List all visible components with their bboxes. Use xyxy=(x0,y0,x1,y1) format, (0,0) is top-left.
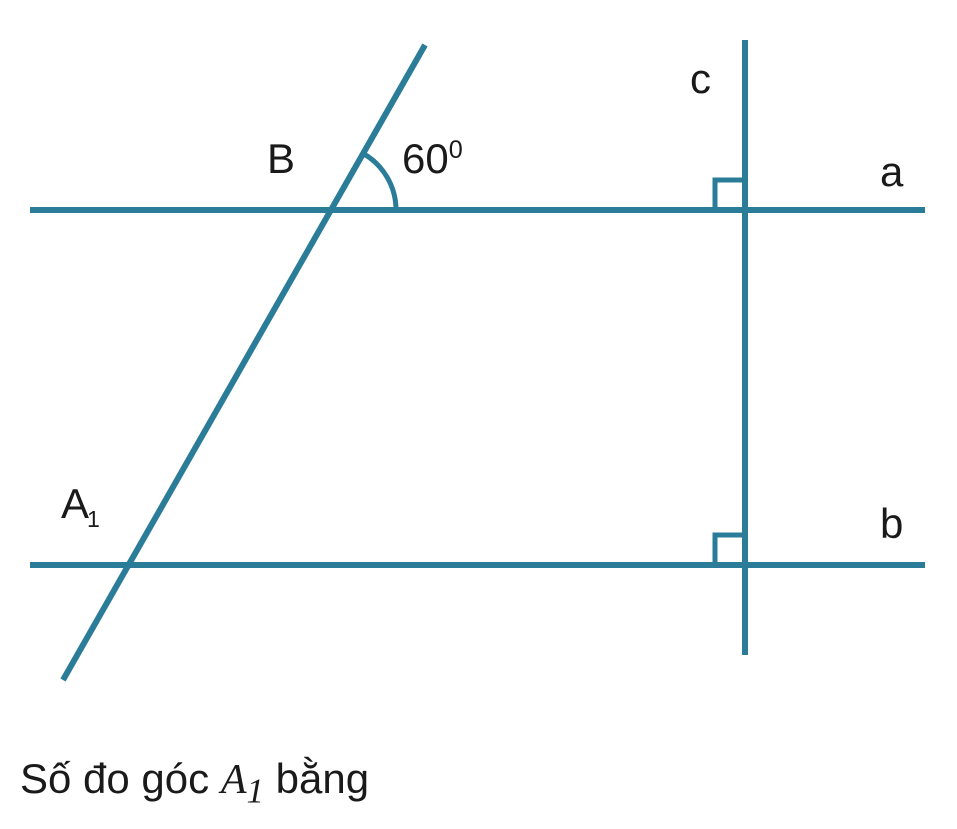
right-angle-bottom xyxy=(715,535,745,565)
label-60: 600 xyxy=(402,135,463,183)
label-60-sup: 0 xyxy=(449,136,463,164)
label-c: c xyxy=(690,55,711,103)
line-transversal xyxy=(63,45,425,680)
label-60-text: 60 xyxy=(402,135,449,182)
geometry-diagram xyxy=(0,0,957,700)
caption-sub: 1 xyxy=(246,771,264,810)
angle-arc-60 xyxy=(364,154,397,210)
label-a: a xyxy=(880,148,903,196)
label-A1-text: A xyxy=(61,480,89,527)
label-B: B xyxy=(267,135,295,183)
right-angle-top xyxy=(715,180,745,210)
label-c-text: c xyxy=(690,55,711,102)
caption-suffix: bằng xyxy=(264,755,369,802)
caption-prefix: Số đo góc xyxy=(20,755,221,802)
question-caption: Số đo góc A1 bằng xyxy=(20,755,369,811)
label-b: b xyxy=(880,500,903,548)
label-A1-sub: 1 xyxy=(87,506,100,532)
label-B-text: B xyxy=(267,135,295,182)
label-A1: A1 xyxy=(61,480,100,533)
figure-container: B 600 c a b A1 Số đo góc A1 bằng xyxy=(0,0,957,829)
label-b-text: b xyxy=(880,500,903,547)
caption-var: A xyxy=(221,757,247,803)
label-a-text: a xyxy=(880,148,903,195)
